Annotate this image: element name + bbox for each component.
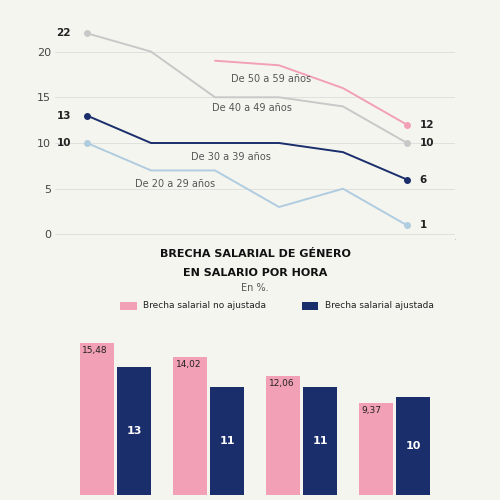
Text: De 30 a 39 años: De 30 a 39 años (191, 152, 271, 162)
Text: 22: 22 (56, 28, 71, 38)
Text: 13: 13 (126, 426, 142, 436)
Bar (358, 402, 393, 495)
Text: Brecha salarial no ajustada: Brecha salarial no ajustada (144, 302, 266, 310)
Text: 13: 13 (56, 110, 71, 120)
Text: Brecha salarial ajustada: Brecha salarial ajustada (325, 302, 434, 310)
Text: 9,37: 9,37 (362, 406, 382, 414)
Bar (266, 376, 300, 495)
Text: 14,02: 14,02 (176, 360, 201, 369)
Bar (172, 357, 207, 495)
Bar (117, 367, 152, 495)
Text: 10: 10 (406, 441, 421, 451)
Text: 15,48: 15,48 (82, 346, 108, 354)
Text: En %.: En %. (241, 283, 269, 293)
Bar (303, 386, 338, 495)
Text: 11: 11 (220, 436, 235, 446)
Text: 11: 11 (312, 436, 328, 446)
Text: 10: 10 (420, 138, 434, 148)
Text: 1: 1 (420, 220, 427, 230)
Text: 10: 10 (56, 138, 71, 148)
Text: BRECHA SALARIAL DE GÉNERO: BRECHA SALARIAL DE GÉNERO (160, 248, 350, 258)
Text: 12,06: 12,06 (268, 379, 294, 388)
Bar (396, 396, 430, 495)
Bar (302, 302, 318, 310)
Bar (120, 302, 137, 310)
Text: EN SALARIO POR HORA: EN SALARIO POR HORA (183, 268, 327, 278)
Text: 6: 6 (420, 174, 427, 184)
Text: De 50 a 59 años: De 50 a 59 años (231, 74, 311, 84)
Bar (210, 386, 244, 495)
Text: 12: 12 (420, 120, 434, 130)
Text: De 40 a 49 años: De 40 a 49 años (212, 104, 292, 114)
Text: De 20 a 29 años: De 20 a 29 años (135, 179, 215, 189)
Bar (80, 342, 114, 495)
